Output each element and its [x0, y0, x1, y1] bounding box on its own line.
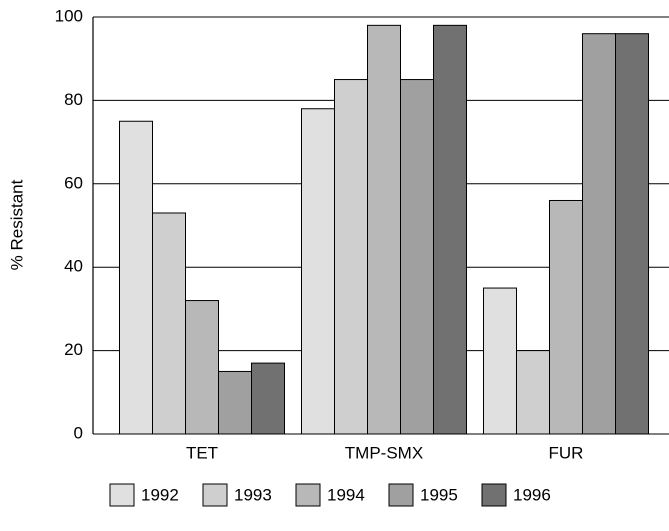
legend-label: 1996 [513, 485, 551, 504]
bar [582, 33, 616, 435]
bar [615, 33, 649, 435]
y-tick-label: 0 [74, 423, 83, 442]
x-tick-label: FUR [549, 443, 584, 462]
legend-swatch [295, 483, 321, 507]
legend-swatch [202, 483, 228, 507]
legend-label: 1993 [234, 485, 272, 504]
bar [119, 120, 153, 435]
bar [367, 24, 401, 435]
bar [218, 370, 252, 435]
bar [152, 212, 186, 435]
bar [483, 287, 517, 435]
y-tick-label: 20 [64, 340, 83, 359]
bar [516, 350, 550, 435]
bar [185, 300, 219, 435]
legend-label: 1994 [327, 485, 365, 504]
legend-swatch [388, 483, 414, 507]
legend-swatch [481, 483, 507, 507]
y-axis-title: % Resistant [7, 179, 26, 270]
x-tick-label: TET [186, 443, 218, 462]
bar [433, 24, 467, 435]
bar [301, 108, 335, 435]
bar [251, 362, 285, 435]
legend-swatch [109, 483, 135, 507]
y-tick-label: 100 [55, 6, 83, 25]
bar [400, 79, 434, 435]
legend-label: 1995 [420, 485, 458, 504]
y-tick-label: 40 [64, 257, 83, 276]
y-tick-label: 80 [64, 90, 83, 109]
bar [334, 79, 368, 435]
bar [549, 199, 583, 435]
x-tick-label: TMP-SMX [345, 443, 423, 462]
y-tick-label: 60 [64, 173, 83, 192]
legend-label: 1992 [141, 485, 179, 504]
